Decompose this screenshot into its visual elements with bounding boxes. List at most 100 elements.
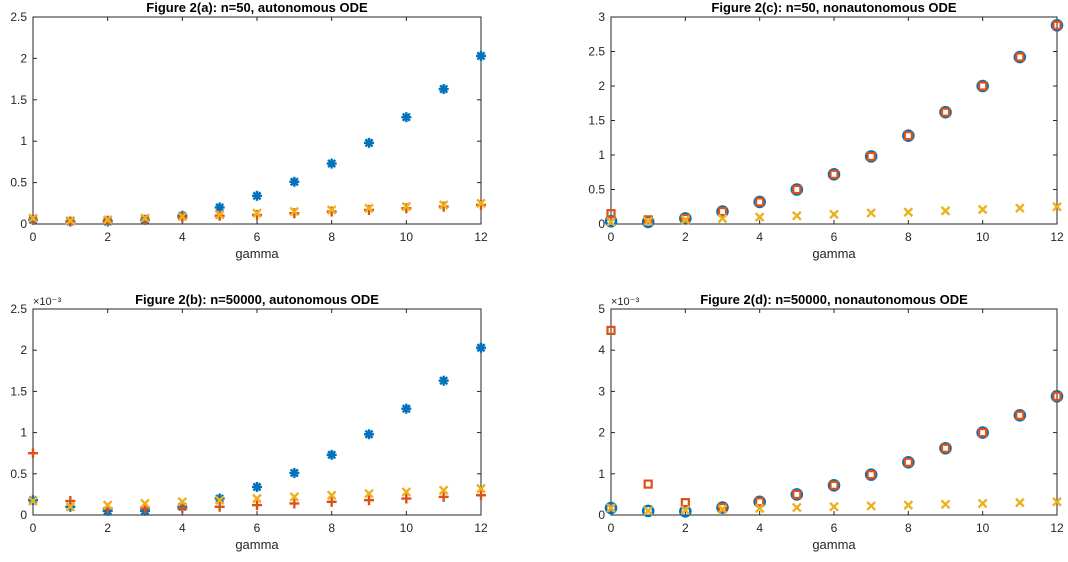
x-tick-label: 10 — [400, 230, 414, 244]
data-point — [364, 203, 374, 214]
y-exponent-label: ×10⁻³ — [33, 296, 61, 308]
y-tick-label: 2 — [598, 79, 605, 93]
data-point — [28, 213, 38, 224]
data-point — [716, 205, 729, 218]
data-point — [939, 105, 952, 119]
data-point — [140, 498, 150, 509]
data-point — [102, 215, 113, 225]
data-point — [791, 502, 802, 513]
data-point — [438, 375, 449, 386]
data-point — [902, 455, 915, 469]
y-tick-label: 4 — [598, 343, 605, 357]
data-point — [1052, 201, 1062, 212]
data-point — [476, 198, 486, 209]
y-tick-label: 2 — [598, 426, 605, 440]
x-tick-label: 4 — [179, 230, 186, 244]
data-point — [476, 342, 486, 353]
data-point — [829, 480, 839, 490]
data-point — [976, 426, 989, 439]
series-2 — [606, 20, 1062, 225]
y-tick-label: 3 — [598, 10, 605, 24]
axes-frame — [610, 308, 1058, 516]
data-point — [326, 490, 337, 501]
series-3 — [28, 198, 486, 226]
data-point — [1050, 18, 1064, 32]
series-3 — [606, 496, 1062, 516]
data-point — [866, 208, 877, 218]
subplot-1: 0 2 4 6 8 10 12 0 0.5 1 1.5 2 2.5 Figure 2(a): n=50, … — [10, 0, 488, 261]
x-tick-label: 2 — [682, 230, 689, 244]
y-tick-label: 1 — [598, 148, 605, 162]
series-3 — [606, 201, 1062, 227]
data-point — [401, 112, 412, 123]
y-tick-label: 1 — [20, 134, 27, 148]
data-point — [680, 505, 691, 515]
data-point — [717, 502, 728, 513]
x-tick-label: 2 — [104, 230, 111, 244]
series-2 — [606, 325, 1062, 513]
y-tick-label: 1 — [20, 426, 27, 440]
data-point — [1015, 410, 1025, 420]
x-tick-label: 8 — [328, 521, 335, 535]
x-tick-label: 10 — [400, 521, 414, 535]
series-3 — [28, 483, 486, 512]
x-tick-label: 4 — [756, 521, 763, 535]
data-point — [252, 190, 262, 201]
data-point — [902, 129, 915, 142]
y-tick-label: 2 — [20, 51, 27, 65]
data-point — [829, 501, 839, 512]
x-tick-label: 12 — [474, 230, 488, 244]
data-point — [716, 501, 729, 514]
y-tick-label: 2 — [20, 343, 27, 357]
x-tick-label: 8 — [905, 230, 912, 244]
data-point — [326, 205, 337, 215]
data-point — [829, 209, 839, 220]
data-point — [606, 503, 616, 513]
data-point — [364, 429, 374, 440]
x-tick-label: 2 — [104, 521, 111, 535]
y-tick-label: 1.5 — [10, 384, 27, 398]
data-point — [252, 500, 262, 511]
x-axis-label: gamma — [812, 246, 856, 261]
data-point — [829, 169, 839, 179]
data-point — [65, 495, 76, 506]
data-point — [1050, 390, 1064, 403]
data-point — [476, 483, 486, 494]
data-point — [903, 131, 913, 141]
data-point — [252, 481, 262, 492]
data-point — [364, 137, 374, 148]
data-point — [977, 498, 988, 509]
data-point — [606, 217, 616, 227]
x-tick-label: 4 — [756, 230, 763, 244]
data-point — [864, 150, 878, 163]
data-point — [289, 176, 300, 187]
data-point — [476, 490, 486, 501]
data-point — [476, 50, 486, 61]
data-point — [401, 487, 412, 497]
data-point — [252, 208, 262, 219]
x-tick-label: 12 — [474, 521, 488, 535]
y-tick-label: 0 — [598, 508, 605, 522]
data-point — [978, 81, 988, 91]
y-tick-label: 2.5 — [10, 302, 27, 316]
data-point — [140, 213, 150, 224]
data-point — [1013, 50, 1027, 64]
y-tick-label: 1 — [598, 467, 605, 481]
data-point — [214, 501, 225, 512]
data-point — [1014, 497, 1025, 508]
data-point — [326, 496, 337, 507]
data-point — [1014, 203, 1025, 213]
data-point — [177, 503, 188, 514]
data-point — [102, 500, 113, 510]
y-tick-label: 1.5 — [588, 114, 605, 128]
data-point — [903, 457, 913, 467]
y-tick-label: 0.5 — [588, 183, 605, 197]
data-point — [1015, 52, 1025, 62]
x-tick-label: 0 — [608, 521, 615, 535]
x-tick-label: 8 — [905, 521, 912, 535]
data-point — [604, 501, 618, 515]
y-tick-label: 2.5 — [588, 45, 605, 59]
data-point — [680, 215, 691, 225]
x-axis-label: gamma — [235, 537, 279, 552]
x-axis-label: gamma — [812, 537, 856, 552]
